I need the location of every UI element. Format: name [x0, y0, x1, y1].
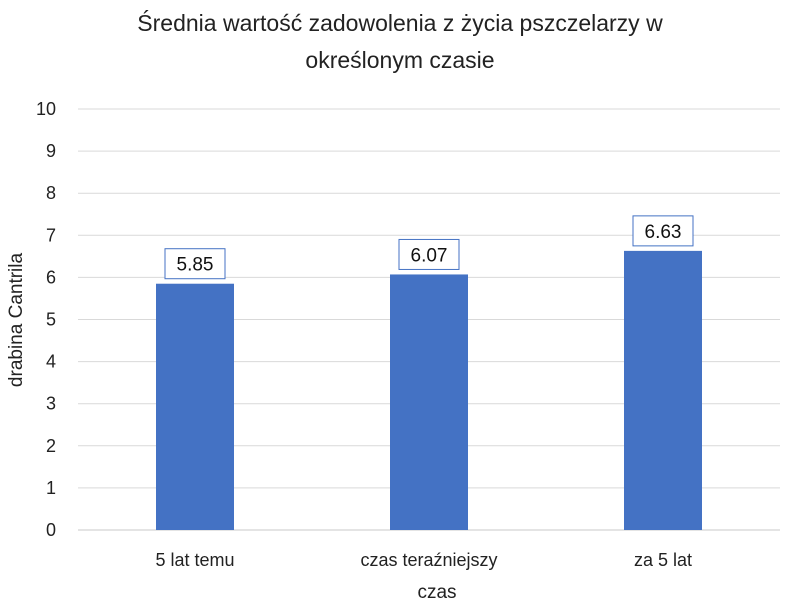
data-label-box-1	[164, 248, 226, 280]
x-axis-title: czas	[417, 582, 456, 603]
x-tick-label-1: 5 lat temu	[155, 550, 234, 570]
x-tick-label-2: czas teraźniejszy	[360, 550, 497, 570]
data-label-1: 5.85	[177, 255, 214, 276]
y-tick-label-8: 8	[46, 183, 56, 203]
chart-title-line-2: określonym czasie	[305, 47, 494, 73]
y-tick-label-4: 4	[46, 352, 56, 372]
y-tick-label-7: 7	[46, 225, 56, 245]
data-labels: 5.85 6.07 6.63	[164, 215, 694, 280]
bars	[156, 250, 702, 530]
y-tick-label-0: 0	[46, 520, 56, 540]
data-label-box-3	[632, 215, 694, 247]
bar-3	[624, 250, 702, 530]
y-tick-label-5: 5	[46, 310, 56, 330]
bar-1	[156, 283, 234, 530]
x-tick-label-3: za 5 lat	[634, 550, 692, 570]
y-tick-label-6: 6	[46, 267, 56, 287]
y-axis-title: drabina Cantrila	[6, 253, 27, 388]
y-axis-tick-labels: 0 1 2 3 4 5 6 7 8 9 10	[36, 99, 56, 540]
data-label-3: 6.63	[645, 222, 682, 243]
chart-title-line-1: Średnia wartość zadowolenia z życia pszc…	[137, 9, 663, 36]
y-tick-label-10: 10	[36, 99, 56, 119]
data-label-2: 6.07	[411, 245, 448, 266]
y-tick-label-3: 3	[46, 394, 56, 414]
data-label-box-2	[398, 238, 460, 270]
y-tick-label-2: 2	[46, 436, 56, 456]
y-tick-label-1: 1	[46, 478, 56, 498]
bar-2	[390, 274, 468, 530]
x-axis-tick-labels: 5 lat temu czas teraźniejszy za 5 lat	[155, 550, 692, 570]
y-tick-label-9: 9	[46, 141, 56, 161]
chart-title: Średnia wartość zadowolenia z życia pszc…	[137, 9, 663, 73]
